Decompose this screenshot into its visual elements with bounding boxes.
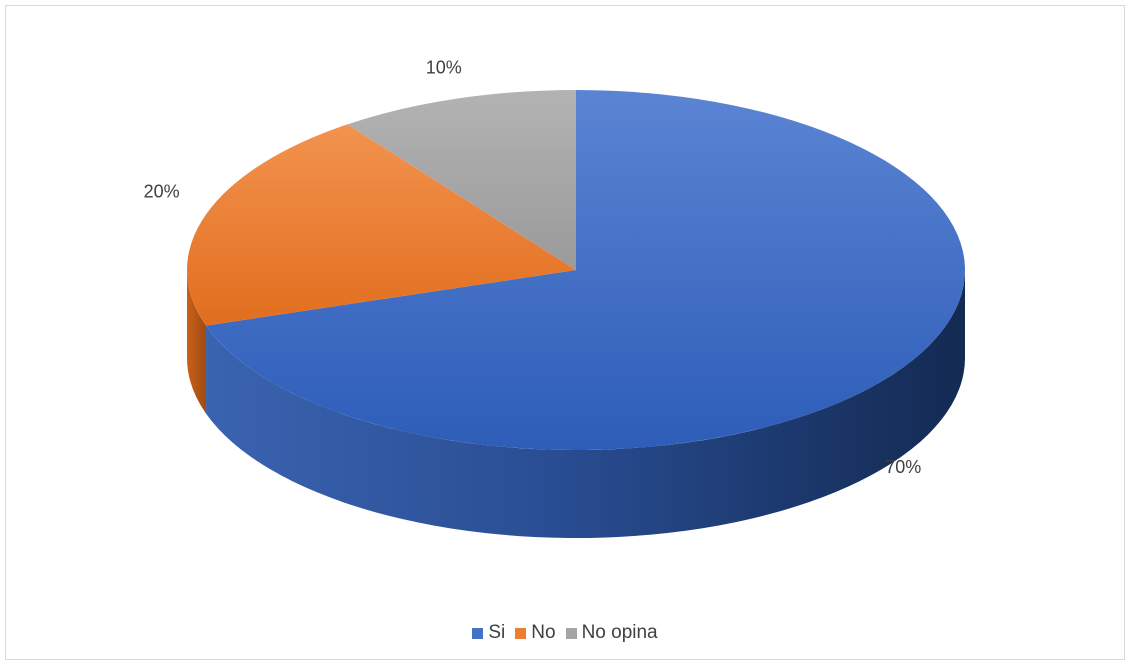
legend-swatch-si: [472, 627, 484, 639]
pie-sides: [187, 270, 966, 538]
pie-side-no: [187, 270, 207, 414]
legend-label-si: Si: [488, 622, 506, 643]
legend-item-no-opina[interactable]: No opina: [565, 622, 658, 644]
pie-slice-no[interactable]: [186, 124, 576, 326]
pie-side-si: [206, 270, 966, 538]
legend-label-no-opina: No opina: [581, 622, 658, 643]
data-label-no-opina: 10%: [426, 58, 462, 78]
legend-item-no[interactable]: No: [515, 622, 556, 644]
data-label-si: 70%: [885, 457, 921, 477]
legend-label-no: No: [531, 622, 556, 643]
legend-swatch-no-opina: [565, 627, 577, 639]
pie-slice-no-opina[interactable]: [347, 90, 576, 270]
legend-swatch-no: [515, 627, 527, 639]
legend-item-si[interactable]: Si: [472, 622, 505, 644]
pie-tops: [186, 90, 966, 450]
pie-slice-si[interactable]: [206, 90, 966, 450]
data-label-no: 20%: [144, 182, 180, 202]
legend: Si No No opina: [0, 622, 1130, 644]
pie-labels: 70% 20% 10%: [144, 58, 922, 477]
